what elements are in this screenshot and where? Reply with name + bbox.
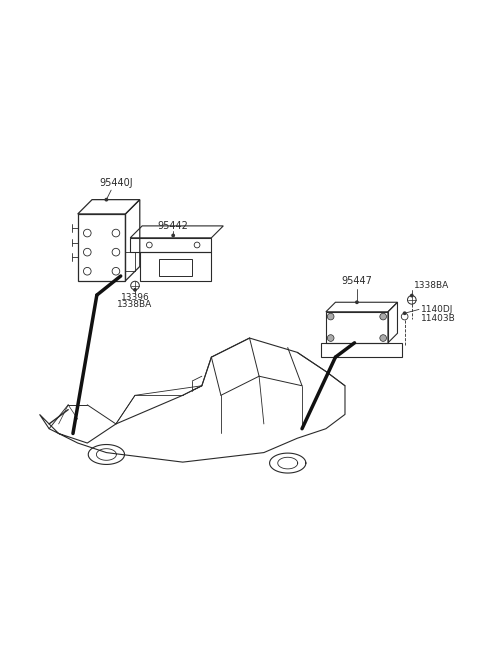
Circle shape [327,334,334,342]
Text: 1338BA: 1338BA [414,281,449,290]
Circle shape [133,288,137,292]
Circle shape [105,198,108,202]
Text: 1338BA: 1338BA [118,300,153,309]
Text: 95442: 95442 [158,221,189,231]
Circle shape [403,311,407,315]
Text: 95447: 95447 [341,276,372,286]
Text: 13396: 13396 [120,293,149,302]
Circle shape [327,313,334,320]
Text: 11403B: 11403B [421,315,456,323]
Text: 95440J: 95440J [99,178,133,188]
Circle shape [380,334,386,342]
Circle shape [355,300,359,304]
Text: 1140DJ: 1140DJ [421,305,454,314]
Circle shape [410,294,414,298]
Circle shape [380,313,386,320]
Circle shape [171,233,175,237]
